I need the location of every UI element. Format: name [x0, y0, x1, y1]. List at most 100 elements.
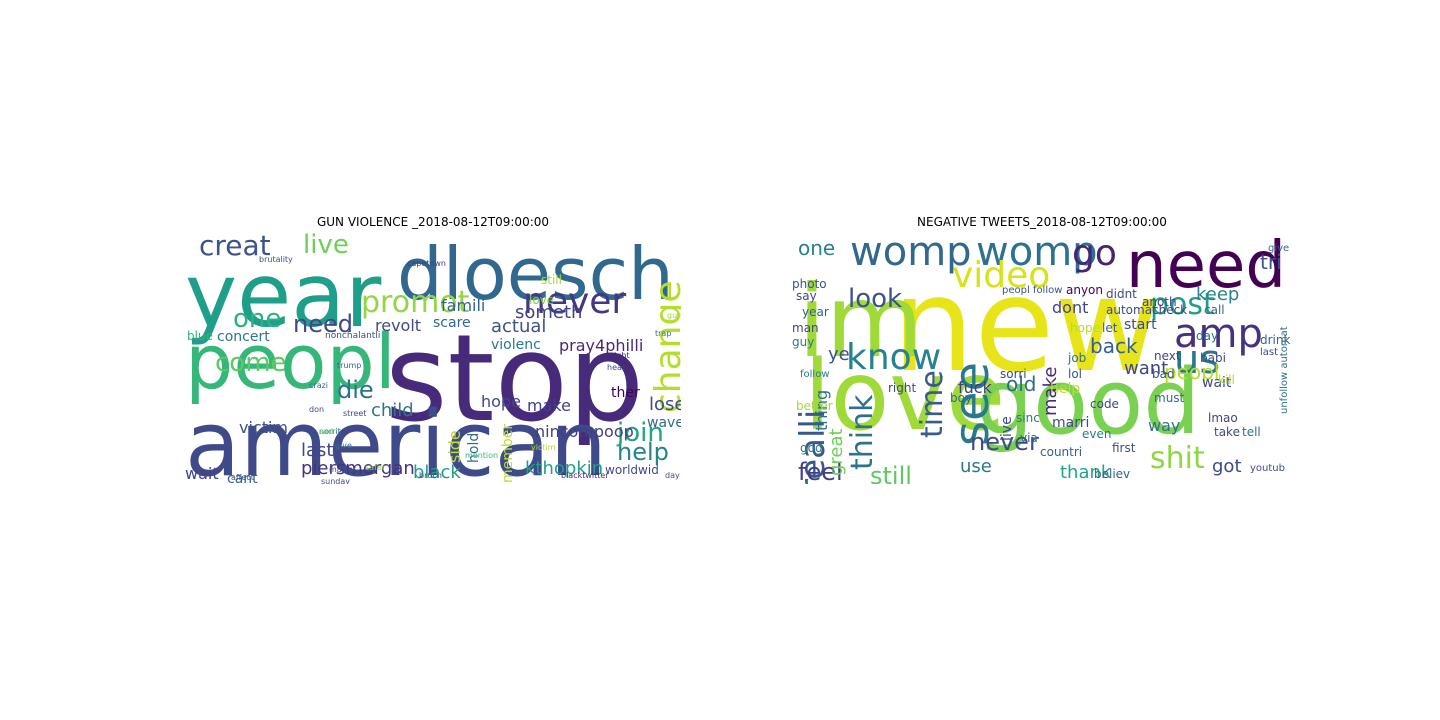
- wordcloud-word: must: [1154, 391, 1185, 405]
- wordcloud-word: lmao: [1208, 411, 1238, 425]
- wordcloud-word: tell: [1242, 425, 1261, 439]
- wordcloud-word: better: [796, 399, 833, 413]
- wordcloud-word: call: [1204, 303, 1225, 317]
- wordcloud-word: die: [337, 376, 374, 404]
- wordcloud-word: first: [1112, 441, 1136, 455]
- wordcloud-word: cant: [227, 471, 258, 484]
- wordcloud-word: help: [617, 438, 669, 466]
- wordcloud-word: peopl: [1164, 360, 1220, 384]
- wordcloud-word: ther: [611, 385, 640, 401]
- wordcloud-word: last: [301, 440, 334, 461]
- wordcloud-word: marri: [1052, 415, 1090, 431]
- wordcloud-word: man: [792, 321, 819, 335]
- wordcloud-word: revolt: [375, 316, 422, 335]
- wordcloud-word: concert: [217, 329, 270, 345]
- wordcloud-word: day: [665, 471, 680, 480]
- wordcloud-word: mention: [465, 451, 499, 460]
- wordcloud-word: capetown: [407, 259, 446, 268]
- wordcloud-word: kthopkin: [525, 458, 604, 479]
- wordcloud-word: love: [529, 293, 555, 307]
- wordcloud-word: still: [870, 462, 912, 484]
- wordcloud-word: live: [303, 232, 349, 260]
- wordcloud-word: photo: [792, 277, 827, 291]
- wordcloud-canvas: new im love good need womp womp video know go amp u…: [790, 232, 1294, 484]
- wordcloud-word: womp: [976, 232, 1098, 275]
- wordcloud-word: think: [845, 394, 880, 471]
- wordcloud-word: thank: [1060, 462, 1112, 483]
- wordcloud-word: dloesch: [397, 232, 674, 316]
- wordcloud-word: street: [343, 409, 367, 418]
- wordcloud-word: automat: [1106, 303, 1157, 317]
- wordcloud-word: promot: [361, 285, 470, 320]
- wordcloud-word: amp: [1174, 311, 1263, 357]
- wordcloud-word: drink: [1260, 333, 1291, 347]
- wordcloud-word: right: [888, 381, 917, 395]
- wordcloud-word: violenc: [491, 337, 541, 353]
- wordcloud-word: hope: [481, 392, 521, 411]
- wordcloud-word: sunday: [321, 477, 351, 485]
- wordcloud-word: start: [1124, 317, 1157, 333]
- wordcloud-word: via: [1020, 431, 1038, 445]
- wordcloud-word: anoth: [1142, 295, 1177, 309]
- wordcloud-word: hear: [607, 363, 626, 372]
- wordcloud-word: im: [798, 263, 924, 380]
- wordcloud-word: blacktwitter: [561, 471, 609, 480]
- wordcloud-word: famili: [441, 296, 486, 315]
- wordcloud-word: lose: [649, 394, 681, 415]
- wordcloud-word: affect: [231, 473, 254, 482]
- wordcloud-word: norrit: [319, 427, 341, 436]
- wordcloud-word: sorri: [1000, 367, 1027, 381]
- wordcloud-word: way: [1148, 416, 1181, 435]
- wordcloud-word: come: [215, 348, 287, 378]
- wordcloud-word: womp: [850, 232, 972, 275]
- wordcloud-word: peopl: [185, 317, 396, 406]
- wordcloud-word: feel: [798, 458, 843, 484]
- wordcloud-word: code: [1090, 397, 1119, 411]
- wordcloud-word: piersmorgan: [301, 458, 415, 479]
- wordcloud-word: got: [1212, 456, 1242, 477]
- wordcloud-word: wait: [1202, 375, 1232, 391]
- wordcloud-word: last: [1260, 347, 1279, 358]
- wordcloud-word: post: [1150, 287, 1215, 322]
- wordcloud-word: help: [1050, 381, 1081, 397]
- wordcloud-word: one: [233, 304, 282, 334]
- wordcloud-word: side: [445, 430, 464, 464]
- wordcloud-word: crazi: [309, 381, 329, 390]
- wordcloud-word: even: [1082, 427, 1112, 441]
- wordcloud-word: creat: [199, 232, 271, 262]
- wordcloud-word: victim: [239, 418, 289, 437]
- wordcloud-word: babi: [1200, 351, 1226, 365]
- wordcloud-word: year: [802, 305, 829, 319]
- wordcloud-word: worldwid: [605, 463, 659, 477]
- wordcloud-word: new: [892, 249, 1161, 401]
- wordcloud-word: guy: [792, 335, 815, 349]
- wordcloud-word: never: [523, 281, 627, 322]
- wordcloud-word: old: [1006, 372, 1037, 396]
- wordcloud-word: video: [952, 255, 1051, 296]
- wordcloud-word: back: [1090, 334, 1138, 358]
- wordcloud-word: need: [293, 310, 353, 338]
- wordcloud-word: want: [1124, 358, 1169, 379]
- wordcloud-word: ye: [828, 344, 850, 365]
- wordcloud-word: shit: [1150, 441, 1205, 476]
- wordcloud-word: still: [541, 273, 562, 287]
- wordcloud-word: use: [960, 456, 992, 477]
- wordcloud-word: never: [970, 428, 1039, 456]
- wordcloud-word: wave: [647, 415, 681, 431]
- wordcloud-word: say: [796, 289, 817, 303]
- wordcloud-word: stop: [385, 310, 645, 449]
- wordcloud-word: trap: [655, 329, 672, 338]
- wordcloud-word: know: [846, 337, 942, 378]
- wordcloud-word: anyon: [1066, 283, 1104, 297]
- wordcloud-word: keep: [1196, 284, 1240, 305]
- wordcloud-word: bad: [1152, 367, 1175, 381]
- panel-title: GUN VIOLENCE _2018-08-12T09:00:00: [316, 215, 550, 229]
- wordcloud-word: us: [1174, 337, 1221, 383]
- wordcloud-word: believ: [1094, 467, 1131, 481]
- wordcloud-word: pray4philli: [559, 336, 644, 355]
- wordcloud-word: nincompoop: [535, 422, 634, 441]
- wordcloud-word: member: [500, 423, 516, 483]
- wordcloud-word: make: [527, 396, 571, 415]
- wordcloud-word: actual: [491, 316, 547, 337]
- wordcloud-word: one: [798, 236, 836, 260]
